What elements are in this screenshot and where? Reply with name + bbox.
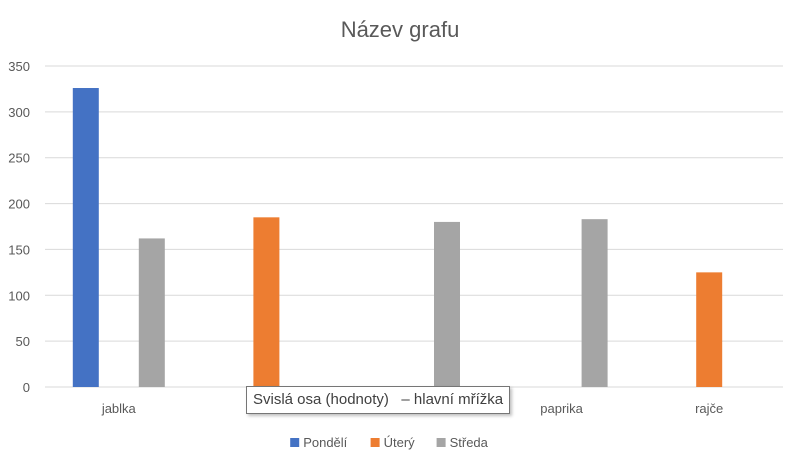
legend-swatch[interactable] — [370, 438, 380, 447]
y-tick-label: 300 — [8, 105, 30, 120]
legend-swatch[interactable] — [290, 438, 300, 447]
bar[interactable] — [434, 221, 460, 387]
chart-title[interactable]: Název grafu — [341, 17, 460, 42]
y-tick-label: 250 — [8, 151, 30, 166]
y-tick-label: 350 — [8, 59, 30, 74]
bar[interactable] — [581, 219, 608, 387]
y-tick-label: 0 — [23, 380, 30, 395]
legend-label[interactable]: Pondělí — [303, 435, 347, 450]
x-tick-label: jablka — [101, 401, 137, 416]
bar[interactable] — [696, 272, 723, 387]
gridline-tooltip: Svislá osa (hodnoty) – hlavní mřížka — [246, 386, 511, 414]
bar[interactable] — [253, 217, 280, 387]
plot-area[interactable] — [72, 88, 723, 388]
legend-label[interactable]: Úterý — [384, 435, 416, 450]
legend-label[interactable]: Středa — [450, 435, 489, 450]
y-tick-label: 150 — [8, 242, 30, 257]
y-tick-label: 100 — [8, 288, 30, 303]
gridlines[interactable] — [45, 65, 783, 388]
bar[interactable] — [72, 88, 99, 388]
x-tick-label: paprika — [540, 401, 583, 416]
y-tick-label: 50 — [16, 334, 30, 349]
legend-swatch[interactable] — [436, 438, 446, 447]
y-tick-label: 200 — [8, 197, 30, 212]
x-tick-label: rajče — [695, 401, 723, 416]
y-axis[interactable]: 0 50 100 150 200 250 300 350 — [8, 59, 30, 395]
legend[interactable]: Pondělí Úterý Středa — [290, 435, 489, 450]
bar[interactable] — [138, 238, 165, 387]
